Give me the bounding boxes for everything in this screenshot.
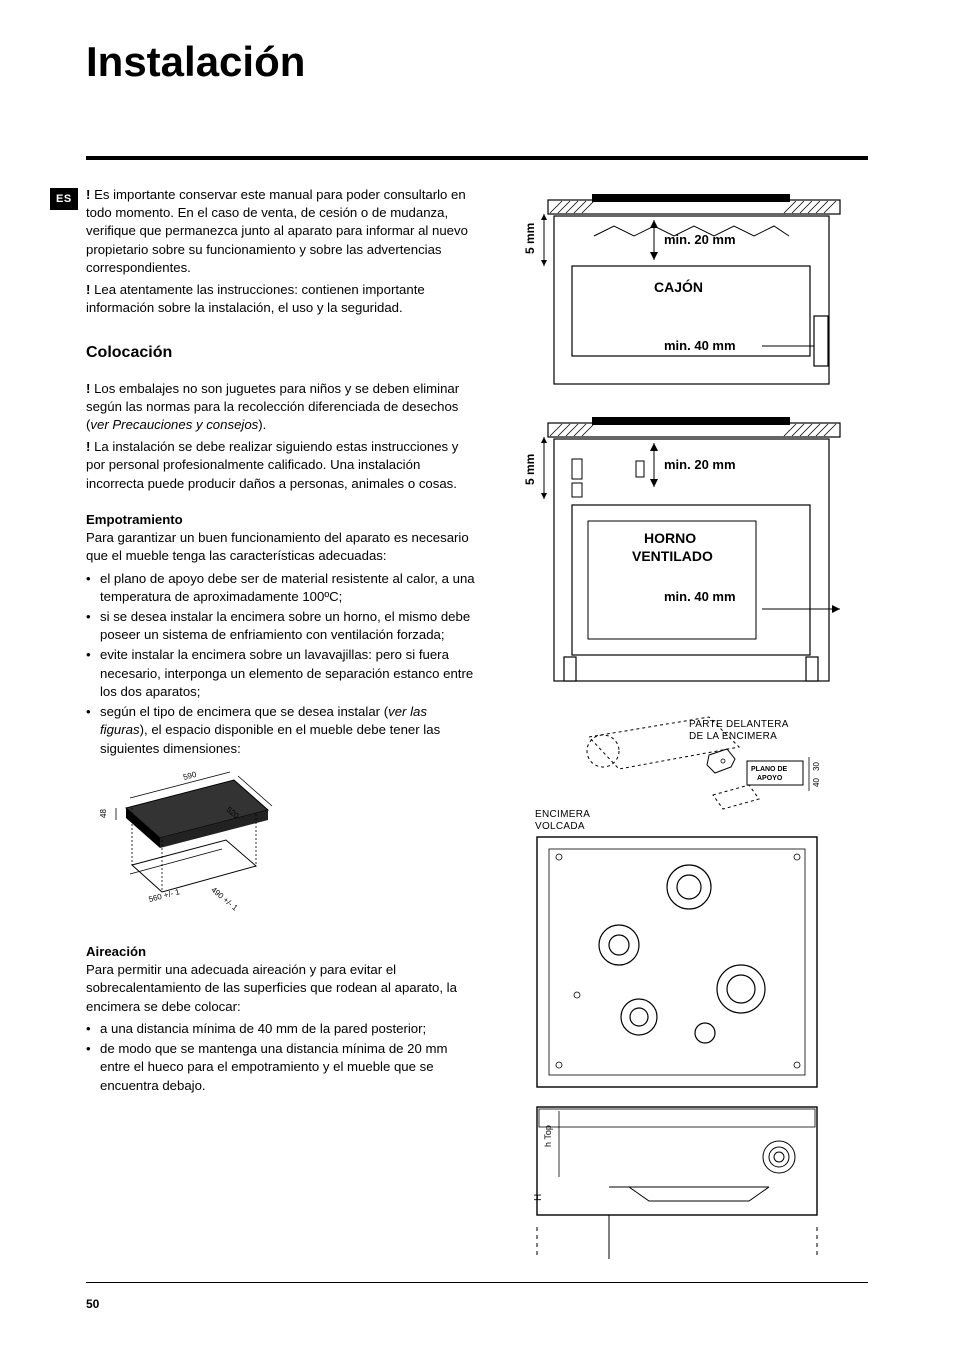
horno-label2: VENTILADO xyxy=(632,548,713,564)
language-badge: ES xyxy=(50,188,78,210)
dim-30: 30 xyxy=(812,762,821,771)
encimera-volcada-2: VOLCADA xyxy=(535,821,585,832)
dim-560: 560 +/- 1 xyxy=(148,887,182,904)
right-column: 5 mm min. 20 mm CAJÓN min. 40 mm xyxy=(506,186,851,1290)
colocacion-p1-ref: ver Precauciones y consejos xyxy=(90,417,258,432)
horno-label1: HORNO xyxy=(644,530,696,546)
diagram-horno: 5 mm min. 20 mm HORNO VENTILADO xyxy=(514,409,844,689)
list-item: de modo que se mantenga una distancia mí… xyxy=(86,1040,478,1095)
plano-1: PLANO DE xyxy=(751,766,788,773)
colocacion-p2: ! La instalación se debe realizar siguie… xyxy=(86,438,478,493)
empotramiento-heading: Empotramiento xyxy=(86,511,478,529)
min20-label: min. 20 mm xyxy=(664,232,736,247)
htop-label: h Top xyxy=(543,1125,553,1147)
cajon-label: CAJÓN xyxy=(654,278,703,295)
list-item: según el tipo de encimera que se desea i… xyxy=(86,703,478,758)
plano-2: APOYO xyxy=(757,775,783,782)
dim-48: 48 xyxy=(99,808,108,817)
intro-p1-text: Es importante conservar este manual para… xyxy=(86,187,468,275)
diagram-cajon: 5 mm min. 20 mm CAJÓN min. 40 mm xyxy=(514,186,844,391)
intro-p1: ! Es importante conservar este manual pa… xyxy=(86,186,478,277)
page-title: Instalación xyxy=(86,38,868,86)
hob-dimensions-diagram: 590 520 48 560 +/- 1 490 +/- 1 xyxy=(86,770,478,925)
emp-b4b: ), el espacio disponible en el mueble de… xyxy=(100,722,440,755)
min20-label: min. 20 mm xyxy=(664,457,736,472)
empotramiento-list: el plano de apoyo debe ser de material r… xyxy=(86,570,478,758)
content-area: ! Es importante conservar este manual pa… xyxy=(86,186,868,1290)
empotramiento-intro: Para garantizar un buen funcionamiento d… xyxy=(86,529,478,565)
bottom-divider xyxy=(86,1282,868,1283)
side-5mm-label: 5 mm xyxy=(523,223,537,254)
H-label: H xyxy=(533,1194,544,1201)
left-column: ! Es importante conservar este manual pa… xyxy=(86,186,478,1290)
list-item: evite instalar la encimera sobre un lava… xyxy=(86,646,478,701)
parte-delantera-2: DE LA ENCIMERA xyxy=(689,731,777,742)
parte-delantera-1: PARTE DELANTERA xyxy=(689,719,789,730)
colocacion-heading: Colocación xyxy=(86,342,478,364)
colocacion-p1b: ). xyxy=(258,417,266,432)
aireacion-intro: Para permitir una adecuada aireación y p… xyxy=(86,961,478,1016)
emp-b4a: según el tipo de encimera que se desea i… xyxy=(100,704,388,719)
list-item: el plano de apoyo debe ser de material r… xyxy=(86,570,478,606)
intro-p2: ! Lea atentamente las instrucciones: con… xyxy=(86,281,478,317)
intro-p2-text: Lea atentamente las instrucciones: conti… xyxy=(86,282,425,315)
aireacion-heading: Aireación xyxy=(86,943,478,961)
dim-490: 490 +/- 1 xyxy=(209,885,240,913)
aireacion-list: a una distancia mínima de 40 mm de la pa… xyxy=(86,1020,478,1095)
list-item: a una distancia mínima de 40 mm de la pa… xyxy=(86,1020,478,1038)
min40-label: min. 40 mm xyxy=(664,338,736,353)
colocacion-p2-text: La instalación se debe realizar siguiend… xyxy=(86,439,458,490)
encimera-volcada-1: ENCIMERA xyxy=(535,809,590,820)
colocacion-p1: ! Los embalajes no son juguetes para niñ… xyxy=(86,380,478,435)
dim-40: 40 xyxy=(812,778,821,787)
page-number: 50 xyxy=(86,1297,99,1311)
diagram-encimera: PARTE DELANTERA DE LA ENCIMERA PLANO DE … xyxy=(509,707,849,1272)
side-5mm-label: 5 mm xyxy=(523,454,537,485)
dim-590: 590 xyxy=(182,770,198,782)
min40-label: min. 40 mm xyxy=(664,589,736,604)
top-divider xyxy=(86,156,868,160)
list-item: si se desea instalar la encimera sobre u… xyxy=(86,608,478,644)
